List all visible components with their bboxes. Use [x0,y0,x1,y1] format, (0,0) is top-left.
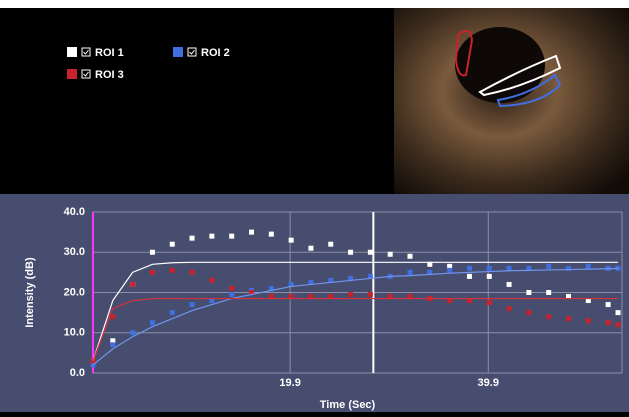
legend-swatch [67,47,77,57]
data-point [487,274,492,279]
data-point [546,314,551,319]
data-point [447,268,452,273]
data-point [170,268,175,273]
y-axis-label: Intensity (dB) [24,257,36,328]
legend-swatch [173,47,183,57]
legend-checkbox [82,48,90,56]
data-point [507,282,512,287]
data-point [526,290,531,295]
data-point [467,274,472,279]
y-tick-label: 0.0 [70,367,85,379]
data-point [546,264,551,269]
screen: ROI 1 ROI 2 ROI 3 0.0 10.0 20.0 30.0 40.0 19.9 3… [0,0,629,412]
data-point [487,266,492,271]
data-point [209,234,214,239]
y-tick-label: 20.0 [64,286,85,298]
data-point [368,250,373,255]
data-point [150,270,155,275]
data-point [348,292,353,297]
data-point [408,254,413,259]
data-point [209,278,214,283]
data-point [190,236,195,241]
data-point [388,252,393,257]
data-point [229,292,234,297]
data-point [467,266,472,271]
data-point [308,246,313,251]
data-point [507,306,512,311]
data-point [269,232,274,237]
top-bar [0,0,629,8]
y-tick-label: 10.0 [64,327,85,339]
data-point [289,238,294,243]
data-point [586,264,591,269]
data-point [348,250,353,255]
data-point [190,270,195,275]
page: {"chart_data": {"type": "scatter", "x_la… [0,0,629,412]
data-point [328,242,333,247]
data-point [170,242,175,247]
data-point [616,310,621,315]
legend-label: ROI 3 [95,69,124,81]
data-point [566,316,571,321]
data-point [130,282,135,287]
data-point [487,300,492,305]
x-tick-label: 39.9 [478,377,499,389]
data-point [606,320,611,325]
data-point [616,322,621,327]
y-tick-label: 40.0 [64,206,85,218]
legend-checkbox [188,48,196,56]
legend-panel [0,8,393,194]
data-point [229,234,234,239]
data-point [190,302,195,307]
data-point [507,266,512,271]
data-point [150,320,155,325]
data-point [368,292,373,297]
data-point [526,310,531,315]
x-tick-label: 19.9 [279,377,300,389]
data-point [408,270,413,275]
data-point [130,330,135,335]
legend-label: ROI 1 [95,47,124,59]
legend-label: ROI 2 [201,47,230,59]
legend-checkbox [82,70,90,78]
y-tick-label: 30.0 [64,246,85,258]
x-axis-label: Time (Sec) [320,399,376,411]
data-point [586,318,591,323]
data-point [249,230,254,235]
data-point [546,290,551,295]
legend-swatch [67,69,77,79]
data-point [229,286,234,291]
data-point [110,342,115,347]
data-point [150,250,155,255]
data-point [606,302,611,307]
data-point [170,310,175,315]
ultrasound-image [394,8,629,194]
